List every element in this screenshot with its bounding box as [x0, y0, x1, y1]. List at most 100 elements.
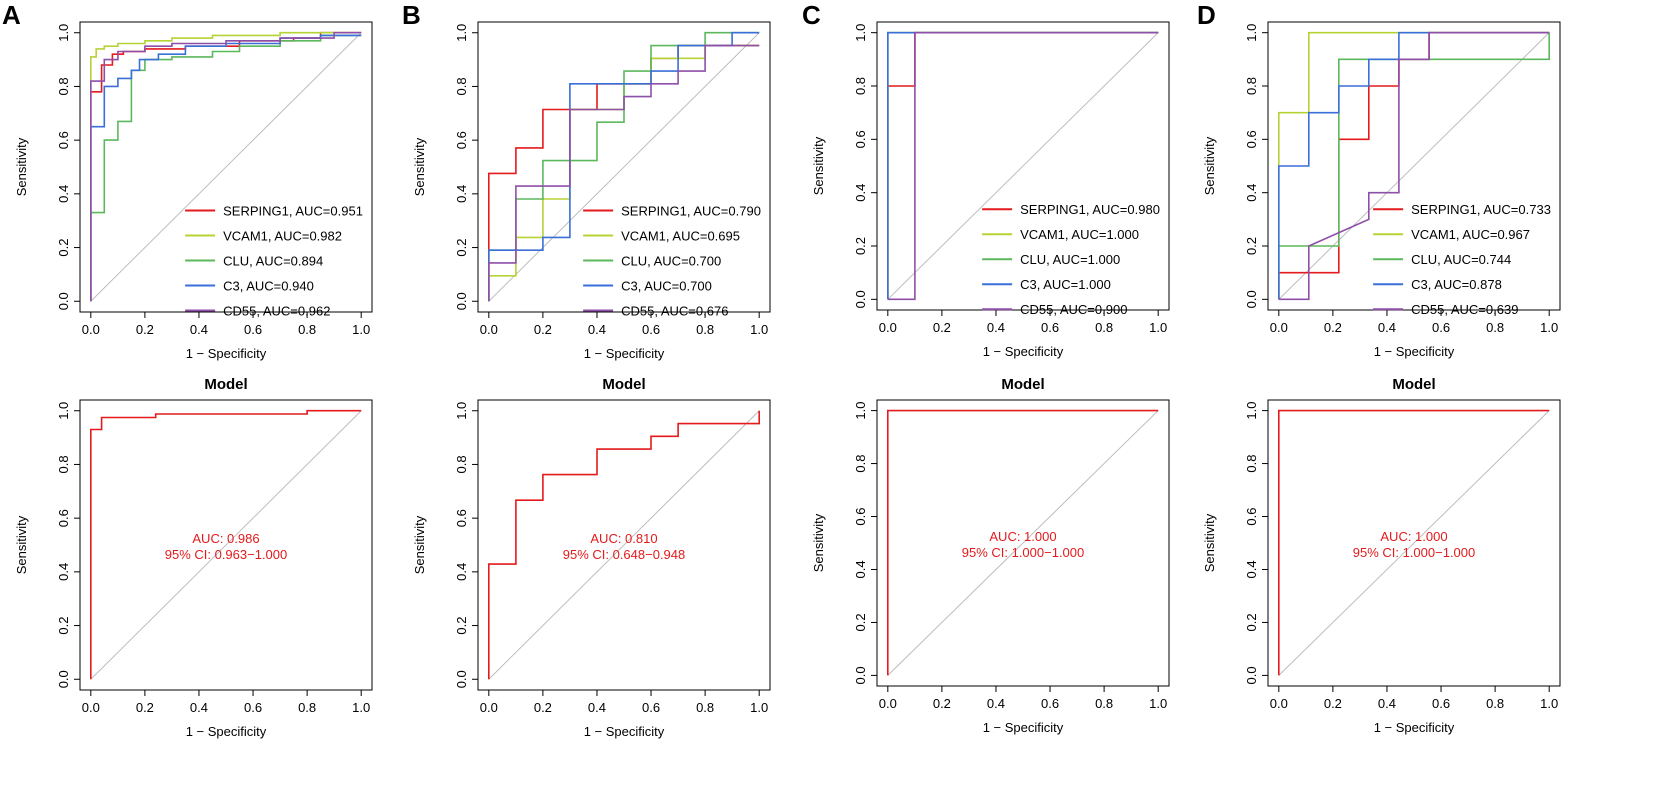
- y-tick-label: 1.0: [454, 24, 469, 42]
- y-tick-label: 1.0: [1244, 402, 1259, 420]
- auc-confidence-interval: 95% CI: 0.648−0.948: [563, 547, 686, 562]
- legend-label-cd55: CD55, AUC=0.962: [223, 304, 330, 319]
- x-tick-label: 1.0: [1149, 696, 1167, 711]
- legend-label-serping1: SERPING1, AUC=0.980: [1020, 202, 1160, 217]
- y-tick-label: 1.0: [454, 402, 469, 420]
- reference-diagonal: [488, 32, 760, 302]
- legend-label-clu: CLU, AUC=0.894: [223, 254, 323, 269]
- y-tick-label: 0.0: [56, 670, 71, 688]
- auc-value: AUC: 1.000: [989, 529, 1056, 544]
- x-tick-label: 0.8: [1486, 696, 1504, 711]
- legend-label-vcam1: VCAM1, AUC=1.000: [1020, 227, 1139, 242]
- y-tick-label: 0.2: [1244, 237, 1259, 255]
- x-tick-label: 0.8: [1095, 320, 1113, 335]
- plot-frame: [477, 21, 771, 313]
- legend-label-serping1: SERPING1, AUC=0.733: [1411, 202, 1551, 217]
- x-tick-label: 1.0: [750, 700, 768, 715]
- y-tick-label: 0.2: [853, 237, 868, 255]
- legend-label-serping1: SERPING1, AUC=0.951: [223, 204, 363, 219]
- x-tick-label: 0.0: [879, 696, 897, 711]
- chart-title: Model: [1392, 376, 1435, 393]
- x-tick-label: 0.4: [190, 700, 208, 715]
- x-tick-label: 0.2: [933, 320, 951, 335]
- chart-grid: 0.0 0.2 0.4 0.6 0.8 1.0 0.0 0.2 0.4 0.6 0.8 1.0 1 − …: [14, 21, 1561, 739]
- plot-frame: [79, 21, 373, 313]
- y-tick-label: 0.0: [1244, 666, 1259, 684]
- y-tick-label: 0.4: [56, 185, 71, 203]
- y-tick-label: 0.8: [454, 455, 469, 473]
- y-tick-label: 0.0: [853, 290, 868, 308]
- legend-label-clu: CLU, AUC=1.000: [1020, 252, 1120, 267]
- y-tick-label: 0.4: [1244, 184, 1259, 202]
- y-tick-label: 0.6: [853, 507, 868, 525]
- y-tick-label: 0.0: [56, 292, 71, 310]
- x-tick-label: 0.4: [588, 700, 606, 715]
- y-tick-label: 0.8: [454, 77, 469, 95]
- x-axis-label: 1 − Specificity: [1374, 344, 1455, 359]
- y-tick-label: 0.6: [56, 509, 71, 527]
- y-axis-label: Sensitivity: [14, 137, 29, 196]
- roc-curve-model: [1278, 409, 1550, 676]
- y-tick-label: 0.0: [454, 292, 469, 310]
- roc-curve-model: [90, 409, 362, 680]
- y-tick-label: 0.8: [56, 455, 71, 473]
- x-tick-label: 0.4: [987, 320, 1005, 335]
- plot-frame: [1267, 399, 1561, 687]
- roc-chart-b-top: 0.0 0.2 0.4 0.6 0.8 1.0 0.0 0.2 0.4 0.6 0.8 1.0 1 − …: [412, 21, 771, 361]
- chart-title: Model: [204, 376, 247, 393]
- x-tick-label: 1.0: [1540, 696, 1558, 711]
- y-axis-label: Sensitivity: [412, 137, 427, 196]
- x-tick-label: 0.8: [298, 700, 316, 715]
- legend-label-c3: C3, AUC=0.700: [621, 279, 712, 294]
- plot-frame: [1267, 21, 1561, 311]
- roc-chart-b-bottom: 0.0 0.2 0.4 0.6 0.8 1.0 0.0 0.2 0.4 0.6 0.8 1.0 1 − …: [412, 376, 771, 739]
- legend-label-vcam1: VCAM1, AUC=0.695: [621, 229, 740, 244]
- y-tick-label: 0.6: [454, 509, 469, 527]
- x-tick-label: 1.0: [1149, 320, 1167, 335]
- x-tick-label: 0.6: [1041, 320, 1059, 335]
- x-tick-label: 0.0: [480, 322, 498, 337]
- y-tick-label: 0.2: [56, 239, 71, 257]
- reference-diagonal: [488, 410, 760, 680]
- y-tick-label: 0.6: [454, 131, 469, 149]
- reference-diagonal: [887, 410, 1159, 676]
- y-tick-label: 0.8: [853, 455, 868, 473]
- plot-frame: [79, 399, 373, 691]
- roc-curve-model: [487, 410, 761, 680]
- y-axis-label: Sensitivity: [1202, 136, 1217, 195]
- auc-value: AUC: 0.986: [192, 531, 259, 546]
- legend-label-c3: C3, AUC=0.940: [223, 279, 314, 294]
- plot-frame: [876, 21, 1170, 311]
- y-tick-label: 0.6: [853, 130, 868, 148]
- x-tick-label: 1.0: [352, 322, 370, 337]
- legend-label-c3: C3, AUC=0.878: [1411, 277, 1502, 292]
- legend-label-serping1: SERPING1, AUC=0.790: [621, 204, 761, 219]
- x-tick-label: 0.2: [933, 696, 951, 711]
- legend-label-clu: CLU, AUC=0.744: [1411, 252, 1511, 267]
- x-tick-label: 0.2: [1324, 320, 1342, 335]
- roc-curve-cd55: [1278, 31, 1550, 301]
- x-axis-label: 1 − Specificity: [983, 344, 1064, 359]
- legend-label-cd55: CD55, AUC=0.900: [1020, 302, 1127, 317]
- auc-confidence-interval: 95% CI: 1.000−1.000: [962, 545, 1085, 560]
- roc-chart-a-bottom: 0.0 0.2 0.4 0.6 0.8 1.0 0.0 0.2 0.4 0.6 0.8 1.0 1 − …: [14, 376, 373, 739]
- y-tick-label: 0.4: [454, 185, 469, 203]
- y-tick-label: 0.6: [56, 131, 71, 149]
- roc-curve-cd55: [487, 44, 760, 302]
- x-tick-label: 0.0: [82, 700, 100, 715]
- legend-label-clu: CLU, AUC=0.700: [621, 254, 721, 269]
- x-tick-label: 0.2: [534, 700, 552, 715]
- y-tick-label: 0.6: [1244, 507, 1259, 525]
- roc-curve-vcam1: [90, 31, 362, 302]
- chart-title: Model: [1001, 376, 1044, 393]
- y-tick-label: 0.0: [454, 670, 469, 688]
- roc-chart-c-top: 0.0 0.2 0.4 0.6 0.8 1.0 0.0 0.2 0.4 0.6 0.8 1.0 1 − …: [811, 21, 1170, 359]
- x-tick-label: 0.2: [136, 322, 154, 337]
- y-tick-label: 0.0: [1244, 290, 1259, 308]
- x-tick-label: 0.0: [480, 700, 498, 715]
- y-tick-label: 0.2: [454, 617, 469, 635]
- roc-chart-d-top: 0.0 0.2 0.4 0.6 0.8 1.0 0.0 0.2 0.4 0.6 0.8 1.0 1 − …: [1202, 21, 1561, 359]
- x-tick-label: 0.4: [190, 322, 208, 337]
- y-tick-label: 0.4: [454, 563, 469, 581]
